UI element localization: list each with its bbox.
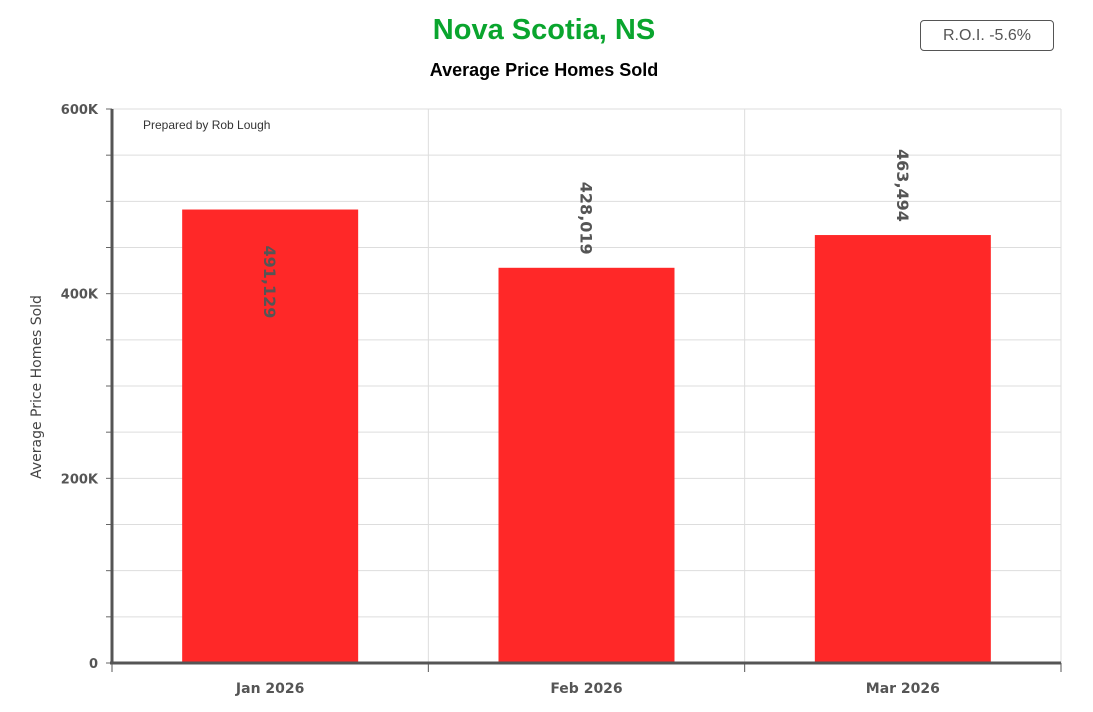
data-label: 463,494 [893,149,912,222]
data-label: 491,129 [260,246,279,319]
labels-group: 491,129 428,019 463,494 0 200K 400K 600K Jan 20… [61,103,940,697]
x-tick-label: Jan 2026 [235,681,304,697]
axes [106,108,1062,672]
bars-group [182,209,991,664]
chart-subtitle: Average Price Homes Sold [429,60,659,80]
y-tick-label: 0 [89,657,98,672]
roi-badge[interactable]: R.O.I. -5.6% [920,20,1054,51]
bar-jan-2026 [182,209,359,663]
x-tick-label: Mar 2026 [866,681,940,697]
y-tick-label: 600K [61,103,99,118]
chart-title: Nova Scotia, NS [432,14,656,46]
y-axis-label: Average Price Homes Sold [29,295,45,479]
bar-mar-2026 [814,235,991,664]
prepared-by-note: Prepared by Rob Lough [143,118,270,132]
x-tick-label: Feb 2026 [550,681,622,697]
data-label: 428,019 [577,182,596,255]
bar-feb-2026 [498,267,675,663]
y-tick-label: 400K [61,288,99,303]
y-tick-label: 200K [61,472,99,487]
